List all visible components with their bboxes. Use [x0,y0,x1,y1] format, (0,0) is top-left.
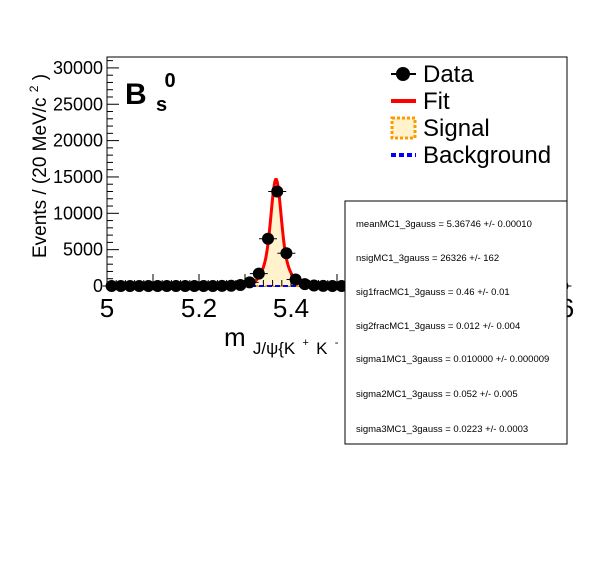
legend-background-label: Background [423,142,551,169]
data-point [179,280,192,292]
x-tick-label: 5.2 [181,293,217,323]
data-point [151,280,164,292]
y-axis-label-suffix: ) [30,74,51,80]
data-point [289,273,302,286]
x-tick-label: 5 [100,293,114,323]
y-tick-label: 10000 [53,203,103,223]
legend-entry-data: Data [391,61,474,88]
data-point [133,280,146,292]
y-tick-label: 20000 [53,131,103,151]
data-point [252,267,265,280]
y-axis-label-exp: 2 [27,85,41,92]
data-point [197,280,210,292]
particle-label-sup: 0 [164,70,175,92]
legend-data-marker [396,67,410,81]
parameters-box-frame [344,200,568,445]
y-tick-label: 15000 [53,167,103,187]
data-point [243,276,256,289]
data-point [142,280,155,292]
x-axis-label-sup1: + [303,337,309,349]
data-point [280,247,293,260]
data-point [170,280,182,292]
data-point [206,280,219,292]
param-sig2frac: sig2fracMC1_3gauss = 0.012 +/- 0.004 [356,321,520,332]
x-axis-label-mid: K [316,339,328,358]
legend-fit-label: Fit [423,88,450,115]
legend-entry-signal: Signal [390,115,490,142]
particle-label-base: B [125,78,147,111]
y-axis-label: Events / (20 MeV/c 2 ) [22,74,51,258]
data-point [124,280,136,292]
fit-parameters-box: meanMC1_3gauss = 5.36746 +/- 0.00010 nsi… [344,200,568,445]
particle-label: B s 0 [125,70,176,118]
data-point [271,185,284,198]
data-point [262,232,274,245]
data-point [298,278,311,291]
y-tick-label: 25000 [53,94,103,114]
param-sigma1: sigma1MC1_3gauss = 0.010000 +/- 0.000009 [356,354,549,365]
param-mean: meanMC1_3gauss = 5.36746 +/- 0.00010 [356,219,532,230]
data-point [308,279,320,292]
param-sig1frac: sig1fracMC1_3gauss = 0.46 +/- 0.01 [356,287,510,298]
data-point [188,280,201,292]
data-point [225,279,238,292]
param-nsig: nsigMC1_3gauss = 26326 +/- 162 [356,253,499,264]
legend-entry-background: Background [391,142,551,169]
legend-data-label: Data [423,61,474,88]
legend-signal-label: Signal [423,115,490,142]
data-point [114,280,127,292]
legend: Data Fit Signal Background [390,61,551,169]
param-sigma2: sigma2MC1_3gauss = 0.052 +/- 0.005 [356,389,518,400]
data-point [160,280,173,292]
y-tick-label: 30000 [53,58,103,78]
y-axis-label-prefix: Events / (20 MeV/c [30,97,51,258]
legend-entry-fit: Fit [391,88,450,115]
data-point [317,279,330,292]
data-point [216,279,228,292]
legend-signal-box [390,116,417,140]
param-sigma3: sigma3MC1_3gauss = 0.0223 +/- 0.0003 [356,424,528,435]
x-axis-label-main: m [224,322,246,352]
x-tick-label: 5.4 [273,293,309,323]
x-axis-label-sup2: - [335,337,339,349]
particle-label-sub: s [156,94,167,116]
y-tick-label: 5000 [63,240,103,260]
data-point [326,279,339,292]
y-tick-label: 0 [93,276,103,296]
x-axis-label-sub: J/ψ{K [253,339,296,358]
